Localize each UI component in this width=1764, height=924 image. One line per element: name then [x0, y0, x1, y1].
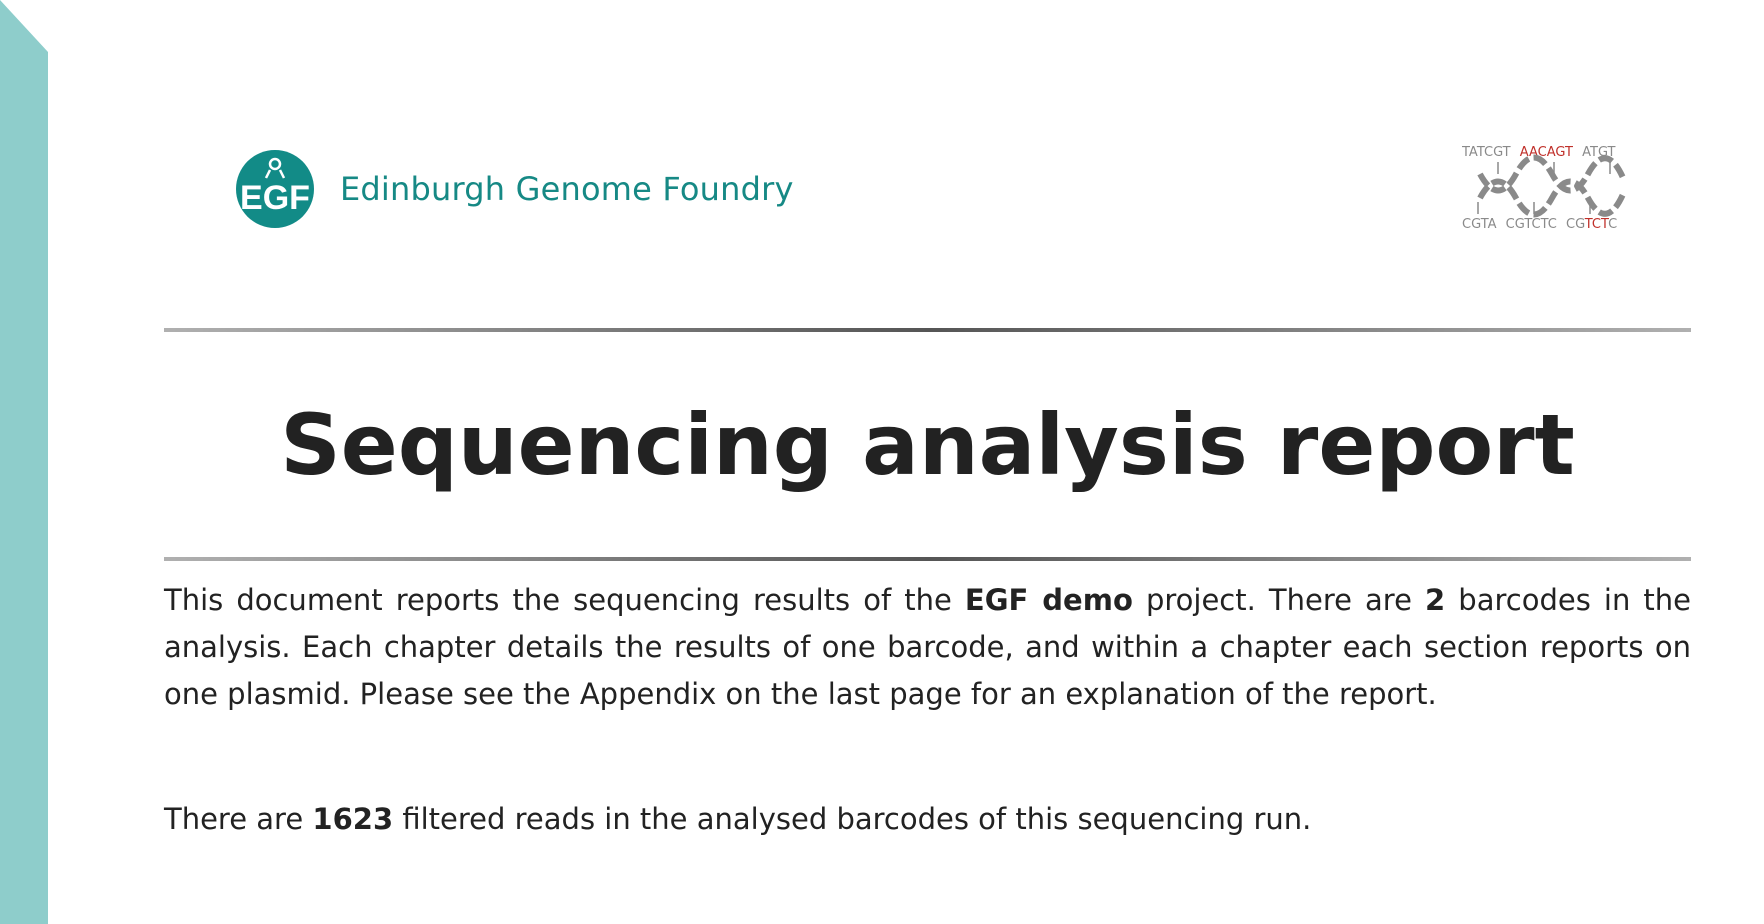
page-title: Sequencing analysis report — [280, 396, 1575, 494]
intro-text-2: project. There are — [1132, 583, 1426, 617]
dna-bottom-mid: CGTCTC — [1506, 217, 1557, 232]
intro-text-3: barcodes in the analysis. Each chapter d… — [164, 583, 1691, 711]
barcode-count: 2 — [1425, 583, 1446, 617]
intro-text-1: This document reports the sequencing res… — [164, 583, 965, 617]
reads-paragraph: There are 1623 filtered reads in the ana… — [164, 796, 1691, 843]
dna-top-left: TATCGT — [1462, 145, 1511, 160]
title-rule-bottom — [164, 557, 1691, 561]
dna-logo: TATCGT AACAGT ATGT CGTA CGTCTC CGTCTC — [1461, 140, 1632, 236]
egf-logo-text: EGF — [240, 179, 310, 217]
egf-logo-icon: EGF — [236, 150, 314, 228]
dna-bottom-right-c: C — [1608, 217, 1617, 232]
svg-text:CGTA CGTCTC CGTCTC: CGTA CGTCTC CGTCTC — [1462, 217, 1617, 232]
read-count: 1623 — [312, 802, 394, 836]
dna-bottom-right-b: TCT — [1584, 217, 1609, 232]
reads-text-1: There are — [164, 802, 313, 836]
side-color-band — [0, 0, 48, 924]
title-rule-top — [164, 328, 1691, 332]
reads-text-2: filtered reads in the analysed barcodes … — [393, 802, 1312, 836]
org-logo: EGF Edinburgh Genome Foundry — [236, 150, 794, 228]
org-name: Edinburgh Genome Foundry — [340, 170, 794, 208]
dna-bottom-left: CGTA — [1462, 217, 1497, 232]
intro-paragraph: This document reports the sequencing res… — [164, 577, 1691, 718]
dna-top-mid: AACAGT — [1520, 145, 1573, 160]
svg-text:TATCGT AACAGT ATGT: TATCGT AACAGT ATGT — [1462, 145, 1616, 160]
dna-bottom-right-a: CG — [1566, 217, 1585, 232]
project-name: EGF demo — [964, 583, 1133, 617]
